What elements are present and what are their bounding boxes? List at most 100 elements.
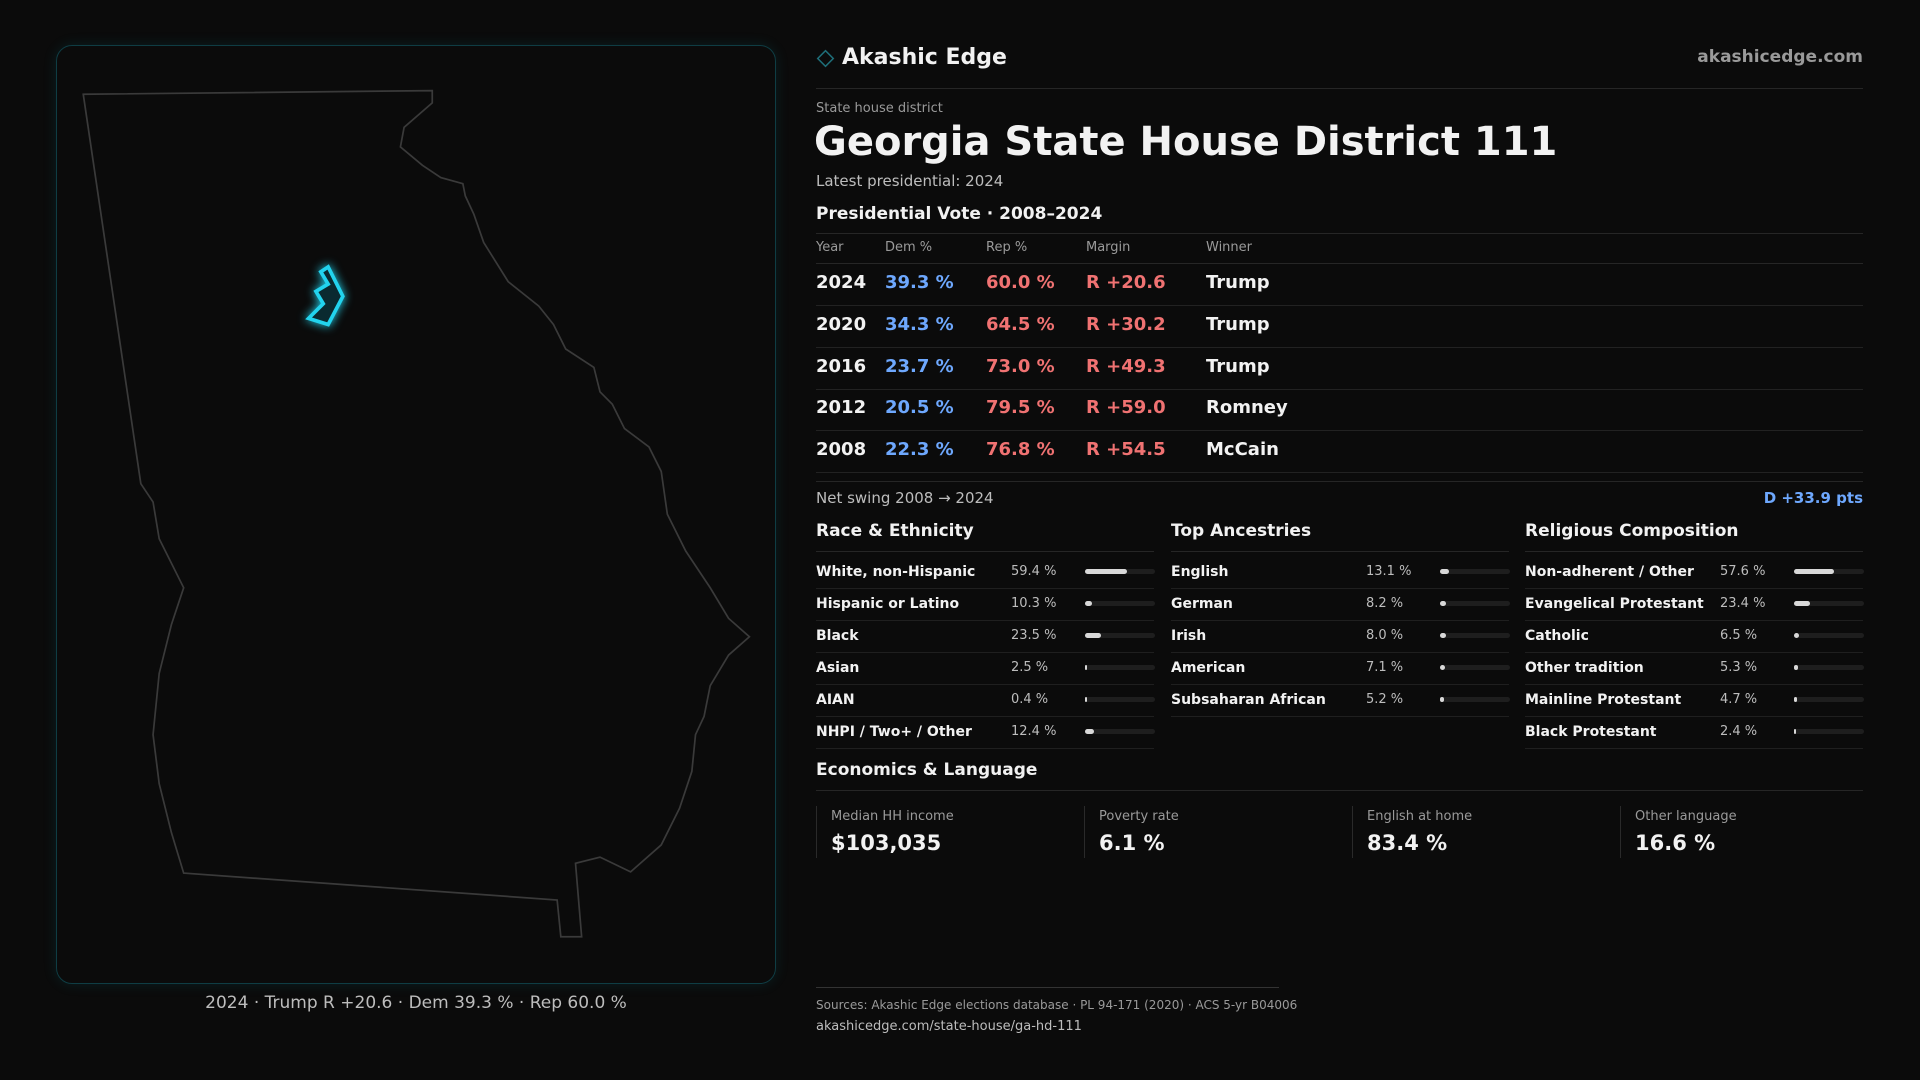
stat-value: 83.4 % — [1367, 831, 1448, 855]
stat-label: Other language — [1635, 809, 1737, 824]
bar — [1794, 633, 1799, 638]
bar — [1794, 729, 1796, 734]
cell: 2008 — [816, 439, 867, 461]
cell: 2012 — [816, 397, 867, 419]
district-kind: State house district — [816, 101, 943, 116]
row-value: 2.5 % — [1011, 660, 1049, 675]
bar — [1794, 601, 1811, 606]
state-outline — [82, 89, 751, 938]
bar-track — [1794, 697, 1864, 702]
row-value: 4.7 % — [1720, 692, 1758, 707]
row-value: 7.1 % — [1366, 660, 1404, 675]
sources: Sources: Akashic Edge elections database… — [816, 998, 1298, 1012]
divider — [1171, 716, 1509, 717]
row-label: Irish — [1171, 628, 1207, 644]
divider — [816, 620, 1154, 621]
cell: 20.5 % — [885, 397, 954, 419]
row-label: Black Protestant — [1525, 724, 1657, 740]
cell: 23.7 % — [885, 355, 954, 377]
cell: 2016 — [816, 355, 867, 377]
divider — [816, 430, 1863, 432]
district-shape — [305, 264, 345, 327]
stat-border — [1084, 806, 1085, 858]
divider — [1171, 652, 1509, 653]
bar-track — [1440, 697, 1510, 702]
bar-track — [1085, 697, 1155, 702]
row-value: 8.0 % — [1366, 628, 1404, 643]
cell: Trump — [1206, 355, 1270, 377]
cell: R +59.0 — [1086, 397, 1166, 419]
bar-track — [1440, 569, 1510, 574]
bar-track — [1085, 729, 1155, 734]
row-value: 13.1 % — [1366, 564, 1412, 579]
bar — [1440, 601, 1446, 606]
row-value: 23.4 % — [1720, 596, 1766, 611]
column-header: Margin — [1086, 240, 1131, 255]
column-header: Rep % — [986, 240, 1028, 255]
pres-title: Presidential Vote · 2008–2024 — [816, 204, 1103, 224]
bar-track — [1440, 601, 1510, 606]
divider — [816, 588, 1154, 589]
stat-border — [1620, 806, 1621, 858]
bar-track — [1794, 665, 1864, 670]
stat-border — [1352, 806, 1353, 858]
divider — [1525, 551, 1863, 552]
district-title: Georgia State House District 111 — [814, 119, 1558, 165]
row-value: 10.3 % — [1011, 596, 1057, 611]
site: akashicedge.com — [1697, 47, 1863, 67]
row-label: Non-adherent / Other — [1525, 564, 1694, 580]
cell: 2024 — [816, 272, 867, 293]
row-label: Subsaharan African — [1171, 692, 1326, 708]
cell: Romney — [1206, 397, 1288, 419]
cell: 34.3 % — [885, 313, 954, 335]
divider — [1525, 748, 1863, 749]
stat-label: English at home — [1367, 809, 1473, 824]
column-header: Year — [816, 240, 844, 255]
cell: 73.0 % — [986, 355, 1055, 377]
divider — [816, 305, 1863, 306]
divider — [1171, 620, 1509, 621]
divider — [1525, 620, 1863, 621]
bar — [1794, 665, 1798, 670]
bar-track — [1794, 601, 1864, 606]
divider — [816, 748, 1154, 749]
divider — [1171, 684, 1509, 685]
bar-track — [1085, 665, 1155, 670]
row-label: Other tradition — [1525, 660, 1644, 676]
row-label: Hispanic or Latino — [816, 596, 960, 612]
cell: 64.5 % — [986, 313, 1055, 335]
divider — [816, 472, 1863, 474]
row-value: 57.6 % — [1720, 564, 1766, 579]
row-label: German — [1171, 596, 1233, 612]
map-caption: 2024 · Trump R +20.6 · Dem 39.3 % · Rep … — [205, 993, 627, 1013]
row-value: 12.4 % — [1011, 724, 1057, 739]
row-value: 0.4 % — [1011, 692, 1049, 707]
row-value: 23.5 % — [1011, 628, 1057, 643]
bar — [1440, 569, 1450, 574]
cell: 76.8 % — [986, 439, 1055, 461]
divider — [1525, 652, 1863, 653]
row-value: 59.4 % — [1011, 564, 1057, 579]
divider — [816, 263, 1863, 264]
bar — [1085, 665, 1087, 670]
divider — [816, 233, 1863, 234]
divider — [1171, 551, 1509, 552]
row-value: 5.3 % — [1720, 660, 1758, 675]
row-label: White, non-Hispanic — [816, 564, 976, 580]
cell: 60.0 % — [986, 272, 1055, 293]
bar-track — [1794, 729, 1864, 734]
bar — [1085, 569, 1127, 574]
bar — [1085, 729, 1094, 734]
row-value: 2.4 % — [1720, 724, 1758, 739]
logo-icon — [816, 49, 835, 68]
bar — [1440, 697, 1444, 702]
row-value: 8.2 % — [1366, 596, 1404, 611]
cell: 22.3 % — [885, 439, 954, 461]
brand: Akashic Edge — [842, 45, 1007, 70]
cell: R +30.2 — [1086, 313, 1166, 335]
url: akashicedge.com/state-house/ga-hd-111 — [816, 1019, 1082, 1034]
econ-title: Economics & Language — [816, 760, 1038, 780]
swing-value: D +33.9 pts — [1763, 489, 1863, 507]
latest: Latest presidential: 2024 — [816, 172, 1004, 190]
